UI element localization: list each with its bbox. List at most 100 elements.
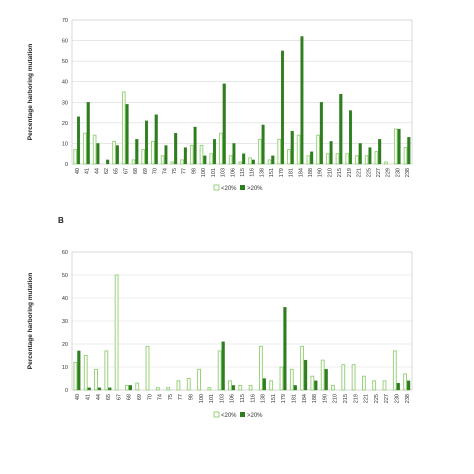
x-tick-label: 103 <box>221 168 227 177</box>
bar-low <box>296 134 301 165</box>
x-tick-label: 227 <box>376 168 382 177</box>
bar-low <box>180 159 184 165</box>
bar-high <box>396 382 400 391</box>
x-tick-label: 75 <box>172 168 178 174</box>
x-tick-label: 184 <box>302 394 308 403</box>
x-tick-label: 116 <box>250 394 256 403</box>
bar-low <box>355 155 359 165</box>
bar-low <box>228 155 233 165</box>
x-tick-label: 215 <box>337 168 343 177</box>
bar-low <box>104 350 109 391</box>
x-tick-label: 227 <box>384 394 390 403</box>
bar-high <box>251 159 255 165</box>
bar-high <box>310 151 314 165</box>
bar-high <box>290 130 294 165</box>
bar-low <box>83 132 87 165</box>
bar-low <box>94 368 98 391</box>
bar-low <box>155 387 160 391</box>
x-tick-label: 116 <box>250 168 256 177</box>
bar-low <box>316 134 320 165</box>
y-tick-label: 0 <box>65 162 68 168</box>
bar-high <box>108 387 112 391</box>
y-tick-label: 50 <box>62 273 68 279</box>
bar-low <box>382 380 387 391</box>
bar-low <box>199 145 204 165</box>
x-tick-label: 230 <box>395 168 401 177</box>
bar-low <box>310 375 315 391</box>
x-tick-label: 115 <box>240 168 246 177</box>
chart-b-svg: 0 10 20 30 40 50 60 Percentage harboring mutati… <box>27 250 413 419</box>
legend-label-low: <20% <box>221 186 237 192</box>
bar-high <box>368 147 372 165</box>
bar-low <box>197 368 201 391</box>
bar-low <box>351 364 356 391</box>
bar-high <box>293 385 297 391</box>
legend-swatch-low <box>213 411 220 418</box>
x-tick-label: 238 <box>405 394 411 403</box>
bar-high <box>232 143 236 165</box>
bar-high <box>164 145 168 165</box>
x-tick-label: 229 <box>386 168 392 177</box>
bar-low <box>403 147 408 165</box>
bar-low <box>384 161 388 165</box>
x-tick-label: 188 <box>312 394 318 403</box>
bar-low <box>257 138 262 165</box>
bar-low <box>238 384 243 391</box>
bar-low <box>267 159 272 165</box>
bar-low <box>114 274 119 391</box>
x-tick-label: 181 <box>289 168 295 177</box>
bar-low <box>151 140 155 165</box>
bar-high <box>397 128 401 165</box>
bar-high <box>406 380 411 391</box>
bar-low <box>186 378 191 391</box>
bar-low <box>135 382 140 391</box>
legend-label-high: >20% <box>247 413 263 419</box>
bar-high <box>281 50 285 165</box>
x-tick-label: 44 <box>94 168 100 174</box>
y-tick-label: 0 <box>65 388 68 394</box>
x-tick-label: 98 <box>188 394 194 400</box>
bar-high <box>283 307 287 391</box>
x-tick-label: 184 <box>298 168 304 177</box>
x-tick-label: 70 <box>147 394 153 400</box>
bar-low <box>279 366 284 391</box>
bar-low <box>341 364 346 391</box>
bar-low <box>238 161 243 165</box>
bar-low <box>73 361 78 391</box>
x-tick-label: 41 <box>85 168 91 174</box>
bar-low <box>207 387 212 391</box>
y-tick-label: 30 <box>62 319 68 325</box>
x-tick-label: 101 <box>211 168 217 177</box>
x-tick-label: 219 <box>347 168 353 177</box>
x-tick-label: 190 <box>318 168 324 177</box>
x-tick-label: 41 <box>85 394 91 400</box>
bar-low <box>189 145 194 165</box>
bar-high <box>125 104 129 165</box>
y-tick-label: 40 <box>62 296 68 302</box>
bar-high <box>213 139 217 165</box>
bar-low <box>300 345 304 391</box>
bar-high <box>115 145 119 165</box>
legend: <20% >20% <box>213 184 263 192</box>
bar-high <box>154 114 158 165</box>
bar-low <box>73 149 78 165</box>
legend-swatch-low <box>213 184 220 191</box>
bar-low <box>269 380 274 391</box>
x-tick-label: 181 <box>292 394 298 403</box>
legend-swatch-high <box>240 412 245 417</box>
x-tick-label: 190 <box>322 394 328 403</box>
bar-low <box>112 140 116 165</box>
bar-low <box>393 128 398 165</box>
bar-low <box>166 387 171 391</box>
x-tick-label: 138 <box>259 168 265 177</box>
bar-high <box>193 126 197 165</box>
bar-low <box>364 155 369 165</box>
chart-a-svg: 0 10 20 30 40 50 60 70 Percentage harboring muta… <box>27 18 413 192</box>
bar-low <box>170 161 175 165</box>
bar-low <box>320 359 325 391</box>
bar-low <box>306 155 311 165</box>
bar-high <box>183 147 187 165</box>
x-tick-label: 221 <box>364 394 370 403</box>
bar-low <box>121 91 126 165</box>
bar-low <box>289 368 294 391</box>
